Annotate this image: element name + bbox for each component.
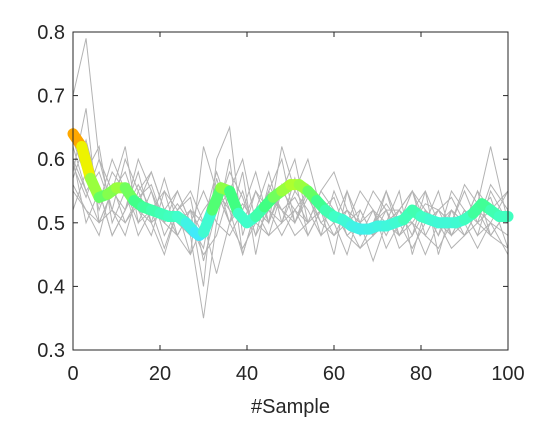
y-tick-label: 0.7: [37, 86, 65, 108]
y-tick-label: 0.5: [37, 213, 65, 235]
y-tick-label: 0.6: [37, 149, 65, 171]
x-axis-title: #Sample: [251, 396, 330, 418]
mean-series-group: [67, 128, 514, 242]
background-series-line: [72, 146, 509, 250]
background-series-line: [72, 108, 509, 287]
y-tick-label: 0.4: [37, 276, 65, 298]
y-tick-label: 0.8: [37, 22, 65, 44]
x-tick-label: 80: [410, 363, 432, 385]
x-tick-label: 20: [149, 363, 171, 385]
plot-area-frame: [72, 31, 509, 351]
x-tick-label: 100: [491, 363, 524, 385]
x-tick-label: 0: [67, 363, 78, 385]
x-tick-label: 60: [323, 363, 345, 385]
y-axis-ticks: 0.3 0.4 0.5 0.6 0.7 0.8: [37, 22, 508, 362]
x-tick-label: 40: [236, 363, 258, 385]
y-tick-label: 0.3: [37, 340, 65, 362]
x-axis-ticks: 0 20 40 60 80 100: [67, 32, 525, 385]
